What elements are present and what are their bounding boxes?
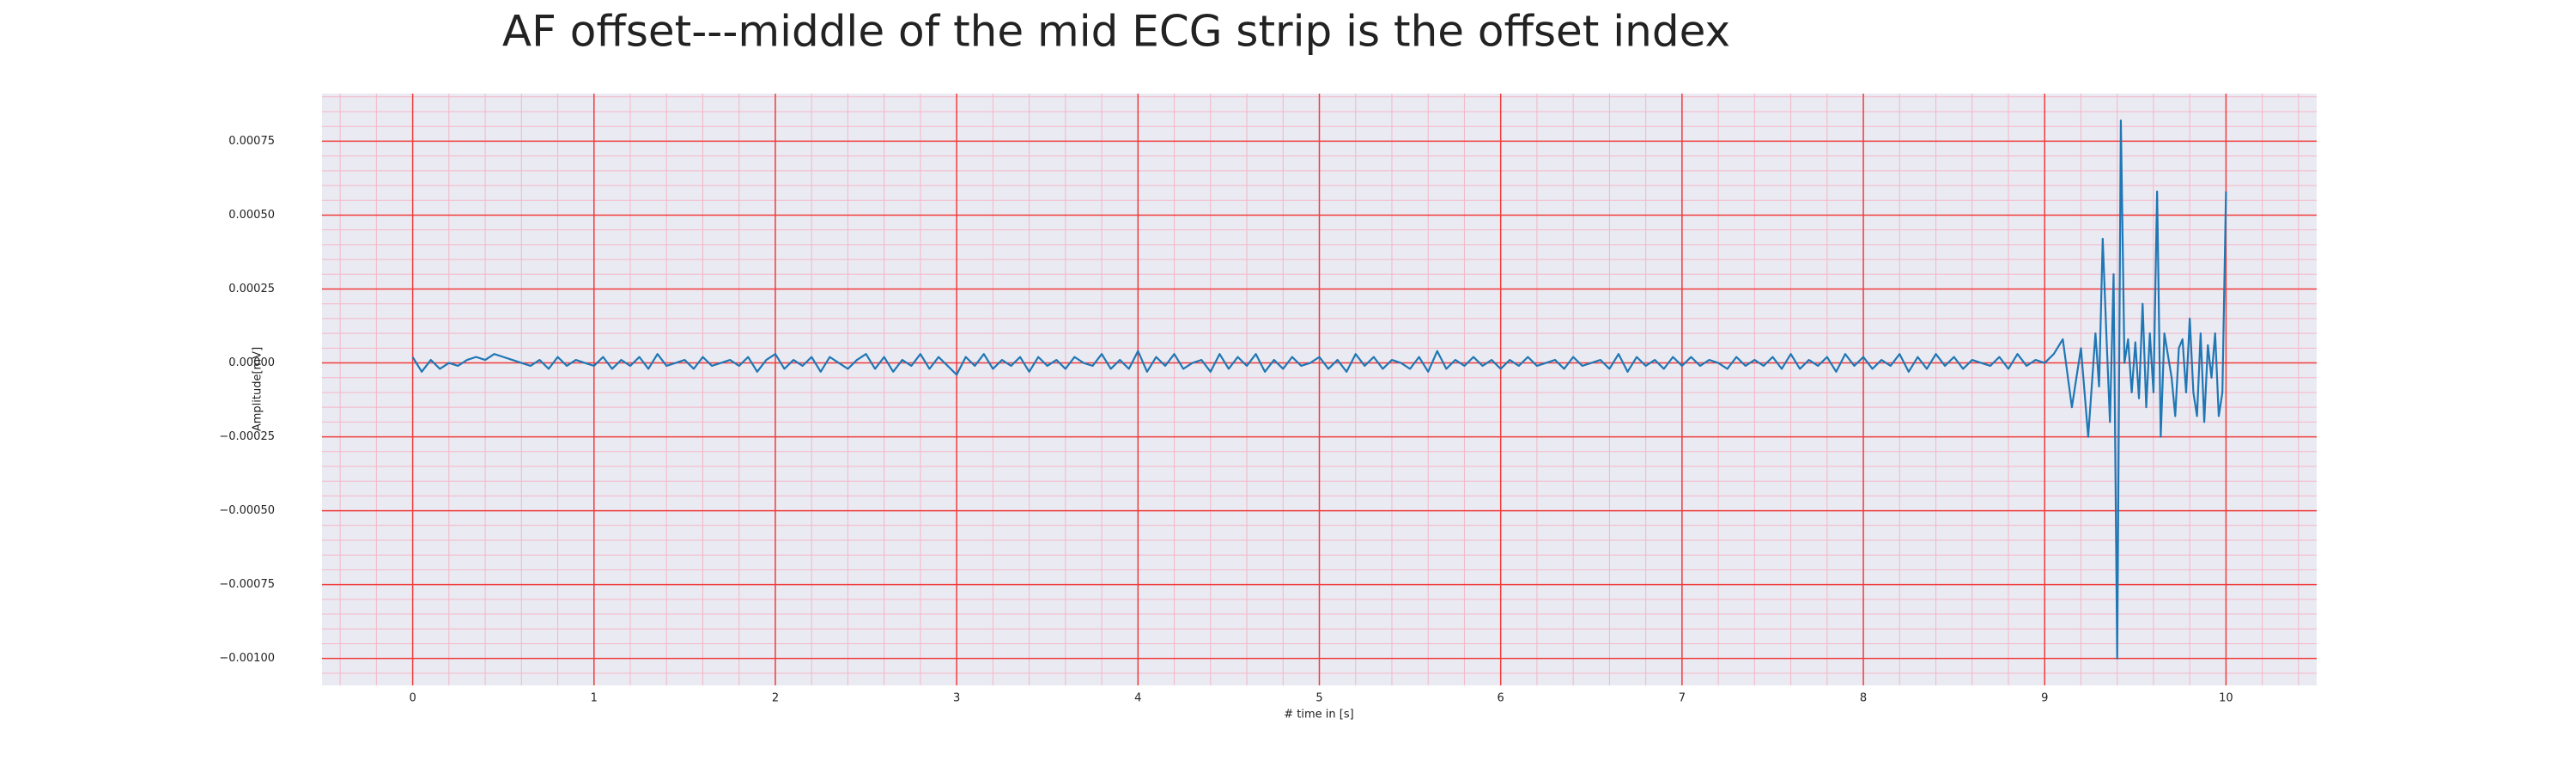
x-tick-label: 2 bbox=[772, 692, 779, 705]
y-tick-label: −0.00050 bbox=[219, 504, 275, 517]
y-tick-label: 0.00050 bbox=[228, 209, 275, 222]
x-tick-label: 10 bbox=[2219, 692, 2233, 705]
ecg-line bbox=[411, 119, 2227, 660]
x-tick-label: 9 bbox=[2041, 692, 2048, 705]
x-tick-label: 3 bbox=[953, 692, 960, 705]
y-tick-label: −0.00100 bbox=[219, 652, 275, 665]
y-axis-label: Amplitude[mV] bbox=[252, 347, 264, 431]
x-tick-label: 6 bbox=[1498, 692, 1504, 705]
chart-title: AF offset---middle of the mid ECG strip … bbox=[502, 7, 1730, 57]
x-axis-label: # time in [s] bbox=[1284, 709, 1353, 721]
x-tick-label: 0 bbox=[409, 692, 416, 705]
y-tick-label: 0.00000 bbox=[228, 356, 275, 369]
x-tick-label: 8 bbox=[1860, 692, 1867, 705]
y-tick-label: −0.00025 bbox=[219, 430, 275, 443]
x-tick-label: 4 bbox=[1134, 692, 1141, 705]
y-tick-label: 0.00075 bbox=[228, 135, 275, 148]
y-tick-label: 0.00025 bbox=[228, 283, 275, 295]
x-tick-label: 7 bbox=[1679, 692, 1686, 705]
y-tick-label: −0.00075 bbox=[219, 578, 275, 591]
x-tick-label: 5 bbox=[1315, 692, 1322, 705]
x-tick-label: 1 bbox=[591, 692, 598, 705]
